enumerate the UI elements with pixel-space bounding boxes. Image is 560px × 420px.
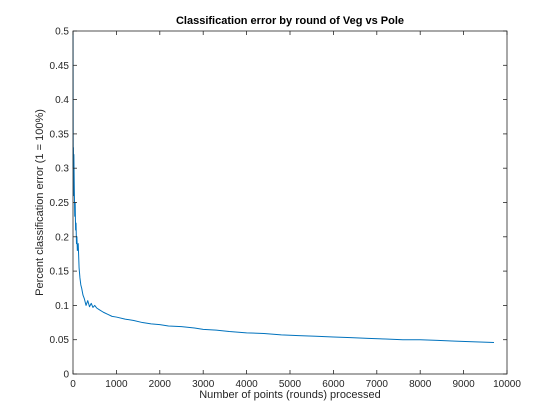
- y-tick-label: 0.25: [50, 198, 70, 209]
- x-tick-label: 6000: [322, 379, 345, 390]
- x-tick-label: 2000: [149, 379, 172, 390]
- x-axis-label: Number of points (rounds) processed: [199, 389, 381, 401]
- y-axis: 0 0.05 0.1 0.15 0.2 0.25 0.3 0.35 0.4 0.45 0.5: [50, 27, 507, 381]
- x-axis: 0 1000 2000 3000 4000 5000 6000 7000 8000 9000 100…: [70, 31, 521, 390]
- y-tick-label: 0.35: [50, 129, 70, 140]
- y-tick-label: 0.15: [50, 267, 70, 278]
- y-axis-label: Percent classification error (1 = 100%): [34, 109, 46, 296]
- x-tick-label: 7000: [366, 379, 389, 390]
- x-tick-label: 3000: [192, 379, 215, 390]
- y-tick-label: 0: [63, 370, 69, 381]
- series-layer: [72, 30, 494, 343]
- x-tick-label: 0: [70, 379, 76, 390]
- x-tick-label: 8000: [409, 379, 432, 390]
- y-tick-label: 0.5: [55, 27, 69, 38]
- series-line-1: [72, 30, 494, 343]
- x-tick-label: 5000: [279, 379, 302, 390]
- y-tick-label: 0.05: [50, 335, 70, 346]
- y-tick-label: 0.1: [55, 301, 69, 312]
- x-tick-label: 10000: [493, 379, 521, 390]
- x-tick-label: 4000: [235, 379, 258, 390]
- y-tick-label: 0.3: [55, 164, 69, 175]
- y-tick-label: 0.2: [55, 232, 69, 243]
- chart-title: Classification error by round of Veg vs …: [176, 15, 404, 27]
- x-tick-label: 9000: [452, 379, 475, 390]
- x-tick-label: 1000: [105, 379, 128, 390]
- plot-area: [73, 31, 507, 374]
- y-tick-label: 0.4: [55, 95, 69, 106]
- y-tick-label: 0.45: [50, 61, 70, 72]
